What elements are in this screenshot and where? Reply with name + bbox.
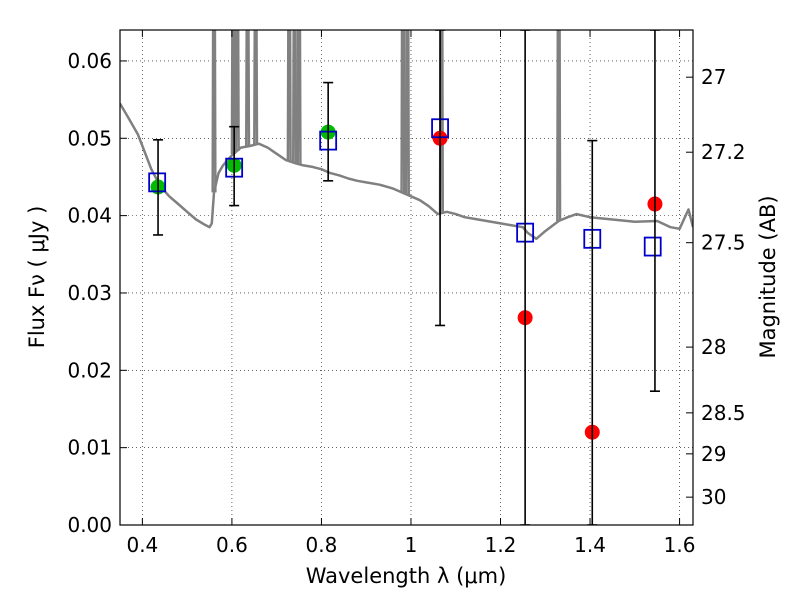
model-spectrum-line [120, 102, 693, 241]
emission-line-spike [556, 30, 562, 222]
x-tick-label: 1.4 [574, 533, 606, 557]
y-tick-label: 0.06 [67, 49, 112, 73]
right-tick-label: 27 [701, 65, 726, 89]
plot-frame [119, 29, 694, 526]
emission-line-spike [296, 30, 302, 165]
x-tick-label: 0.8 [306, 533, 338, 557]
right-tick-label: 27.5 [701, 231, 746, 255]
emission-line-spike [244, 30, 251, 147]
emission-line-spike [253, 30, 259, 145]
right-tick-label: 30 [701, 485, 726, 509]
y-tick-label: 0.00 [67, 513, 112, 537]
emission-line-spike [230, 30, 236, 155]
axis-ticks: 0.4 0.6 0.8 1 1.2 1.4 1.6 0.00 0.01 0.02 0.03 0.04 0… [67, 30, 746, 557]
x-axis-label: Wavelength λ (μm) [306, 564, 507, 588]
y-axis-label: Flux Fν ( μJy ) [25, 206, 49, 349]
y-tick-label: 0.04 [67, 204, 112, 228]
right-tick-label: 27.2 [701, 140, 746, 164]
right-tick-label: 28 [701, 335, 726, 359]
y-tick-label: 0.01 [67, 436, 112, 460]
right-axis-label: Magnitude (AB) [756, 195, 780, 358]
grid-lines [120, 30, 693, 525]
y-tick-label: 0.05 [67, 126, 112, 150]
x-tick-label: 0.6 [216, 533, 248, 557]
emission-line-spike [404, 30, 410, 195]
x-tick-label: 1.6 [664, 533, 696, 557]
model-flux-square [148, 172, 167, 193]
x-tick-label: 0.4 [126, 533, 158, 557]
y-tick-label: 0.02 [67, 358, 112, 382]
emission-line-spike [400, 30, 406, 193]
right-tick-label: 29 [701, 442, 726, 466]
emission-line-spike [211, 30, 217, 193]
y-tick-label: 0.03 [67, 281, 112, 305]
model-flux-square [643, 236, 662, 257]
emission-line-spike [234, 30, 240, 151]
plot-content [120, 30, 693, 525]
x-tick-label: 1.2 [485, 533, 517, 557]
emission-line-spike [291, 30, 298, 164]
x-tick-label: 1 [405, 533, 418, 557]
right-tick-label: 28.5 [701, 401, 746, 425]
emission-line-spike [286, 30, 292, 162]
